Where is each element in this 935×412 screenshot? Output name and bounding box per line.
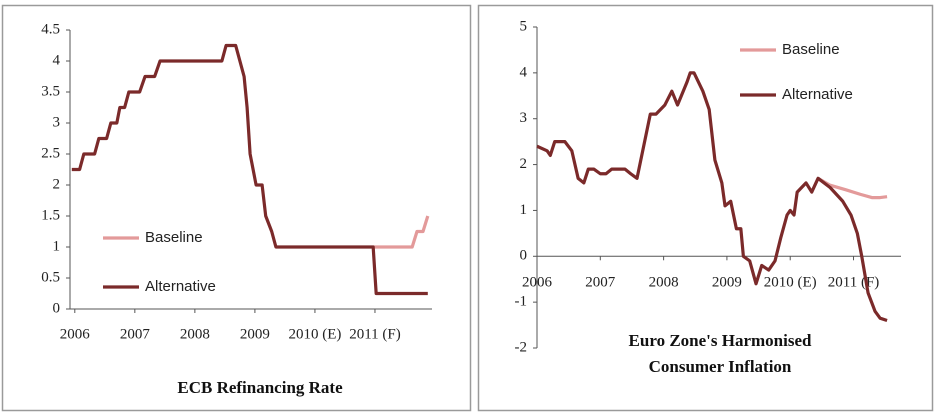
- legend-label: Alternative: [145, 278, 216, 295]
- y-tick-label: 0: [53, 300, 61, 316]
- x-tick-label: 2009: [240, 326, 270, 342]
- x-tick-label: 2011 (F): [828, 275, 880, 291]
- y-tick-label: 1: [520, 202, 528, 218]
- data-line: [817, 176, 888, 200]
- y-tick-label: 0.5: [41, 269, 60, 285]
- y-tick-label: 2: [53, 176, 61, 192]
- y-tick-label: 5: [520, 18, 528, 34]
- y-tick-label: 3: [520, 110, 528, 126]
- y-tick-label: 4.5: [41, 21, 60, 37]
- y-tick-label: 0: [520, 248, 528, 264]
- x-tick-label: 2009: [712, 275, 742, 291]
- y-tick-label: 3: [53, 114, 61, 130]
- x-tick-label: 2011 (F): [349, 326, 401, 342]
- y-tick-label: 1.5: [41, 207, 60, 223]
- chart-title: ECB Refinancing Rate: [177, 378, 343, 397]
- x-tick-label: 2006: [60, 326, 91, 342]
- x-tick-label: 2008: [649, 275, 679, 291]
- x-tick-label: 2008: [180, 326, 210, 342]
- x-tick-label: 2007: [585, 275, 616, 291]
- chart-title: Euro Zone's Harmonised Consumer Inflatio…: [628, 331, 812, 376]
- y-tick-label: -1: [515, 294, 528, 310]
- x-tick-label: 2010 (E): [288, 326, 341, 342]
- data-line: [71, 43, 428, 296]
- chart-frame: [1, 4, 472, 412]
- data-line: [536, 71, 888, 323]
- data-line: [373, 215, 430, 249]
- legend-label: Alternative: [782, 86, 853, 103]
- x-tick-label: 2010 (E): [764, 275, 817, 291]
- legend-label: Baseline: [145, 229, 203, 246]
- y-tick-label: -2: [515, 339, 528, 355]
- y-tick-label: 4: [53, 52, 61, 68]
- chart-frame: [477, 4, 934, 412]
- x-tick-label: 2006: [522, 275, 553, 291]
- legend-label: Baseline: [782, 41, 840, 58]
- y-tick-label: 2.5: [41, 145, 60, 161]
- y-tick-label: 2: [520, 156, 528, 172]
- y-tick-label: 3.5: [41, 83, 60, 99]
- y-tick-label: 4: [520, 64, 528, 80]
- y-tick-label: 1: [53, 238, 61, 254]
- x-tick-label: 2007: [120, 326, 151, 342]
